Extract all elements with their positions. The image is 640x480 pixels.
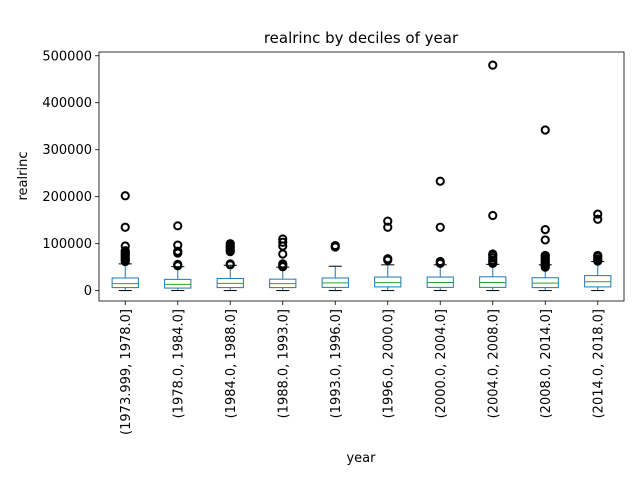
box-iqr — [164, 278, 192, 289]
x-tick-label: (2008.0, 2014.0] — [539, 309, 554, 418]
x-axis: (1973.999, 1978.0] (1978.0, 1984.0] (1984.… — [119, 301, 606, 435]
x-axis-label: year — [346, 451, 376, 466]
box-group — [111, 191, 139, 292]
outlier-point — [435, 256, 445, 267]
y-tick-label: 0 — [84, 284, 92, 299]
outlier-point — [120, 241, 130, 251]
y-tick-label: 200000 — [42, 190, 92, 205]
x-tick-label: (1996.0, 2000.0] — [381, 309, 396, 418]
outlier-point — [593, 250, 603, 261]
x-tick-label: (2004.0, 2008.0] — [486, 309, 501, 418]
plot-area — [111, 60, 612, 292]
x-tick-label: (1984.0, 1988.0] — [224, 309, 239, 418]
outlier-point — [278, 234, 288, 244]
outlier-point — [593, 209, 603, 219]
y-axis: 0 100000 200000 300000 400000 500000 — [42, 49, 99, 299]
outlier-point — [435, 176, 445, 186]
outlier-point — [225, 259, 235, 269]
outlier-point — [330, 240, 340, 251]
box-group — [531, 125, 559, 292]
chart-title: realrinc by deciles of year — [264, 29, 459, 47]
x-tick-label: (1978.0, 1984.0] — [171, 309, 186, 418]
box-group — [269, 234, 297, 292]
box-group — [374, 216, 402, 292]
y-tick-label: 300000 — [42, 143, 92, 158]
outlier-point — [173, 240, 183, 250]
x-tick-label: (1973.999, 1978.0] — [119, 309, 134, 435]
outlier-point — [278, 259, 288, 269]
outlier-point — [383, 216, 393, 226]
y-tick-label: 100000 — [42, 237, 92, 252]
outlier-point — [173, 221, 183, 231]
outlier-point — [120, 222, 130, 232]
outlier-point — [173, 259, 183, 269]
outlier-point — [278, 237, 288, 247]
x-tick-label: (1988.0, 1993.0] — [276, 309, 291, 418]
outlier-point — [278, 249, 288, 259]
outlier-point — [540, 250, 550, 261]
box-group — [584, 209, 612, 292]
box-group — [216, 239, 244, 292]
box-iqr — [374, 276, 402, 288]
y-tick-label: 400000 — [42, 96, 92, 111]
x-tick-label: (1993.0, 1996.0] — [329, 309, 344, 418]
y-axis-label: realrinc — [16, 152, 31, 201]
outlier-point — [173, 246, 183, 256]
outlier-point — [488, 60, 498, 70]
outlier-point — [435, 222, 445, 232]
box-group — [321, 240, 349, 292]
y-tick-label: 500000 — [42, 49, 92, 64]
outlier-point — [540, 224, 550, 235]
x-tick-label: (2000.0, 2004.0] — [434, 309, 449, 418]
plot-frame — [98, 51, 625, 302]
outlier-point — [540, 235, 550, 245]
box-group — [164, 221, 192, 292]
outlier-point — [383, 254, 393, 264]
box-group — [479, 60, 507, 292]
x-tick-label: (2014.0, 2018.0] — [591, 309, 606, 418]
outlier-point — [120, 191, 130, 201]
outlier-point — [488, 249, 498, 259]
outlier-point — [120, 246, 130, 256]
outlier-point — [488, 210, 498, 221]
outlier-point — [540, 125, 550, 135]
outlier-point — [225, 239, 235, 249]
box-group — [426, 176, 454, 292]
outlier-point — [383, 222, 393, 232]
outlier-point — [593, 214, 603, 224]
box-iqr — [111, 277, 139, 289]
